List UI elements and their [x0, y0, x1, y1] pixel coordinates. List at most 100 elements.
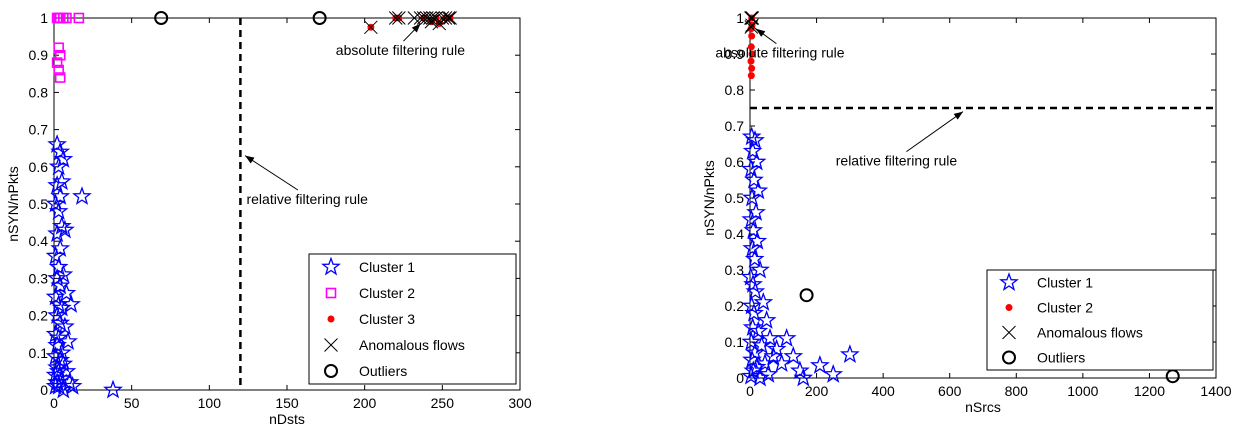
data-point	[753, 291, 774, 311]
data-point	[750, 259, 770, 279]
annotation-arrowhead	[953, 111, 964, 120]
y-tick-label: 0.1	[725, 334, 745, 350]
data-point	[742, 187, 762, 207]
legend-marker	[327, 315, 335, 323]
data-point	[748, 180, 769, 200]
series-cluster-1	[45, 134, 123, 399]
data-point	[48, 256, 69, 276]
y-tick-label: 0.2	[29, 308, 49, 324]
data-point	[742, 349, 762, 369]
data-point	[741, 331, 762, 351]
y-tick-label: 0.2	[725, 298, 745, 314]
x-tick-label: 400	[871, 383, 895, 399]
legend-marker	[1002, 325, 1016, 340]
y-tick-label: 0.4	[29, 233, 49, 249]
data-point	[748, 50, 756, 58]
x-tick-label: 150	[275, 395, 299, 411]
x-tick-label: 1400	[1200, 383, 1231, 399]
data-point	[823, 363, 844, 383]
annotation-label: absolute filtering rule	[336, 42, 465, 58]
data-point	[443, 11, 457, 25]
data-point	[783, 345, 804, 365]
data-point	[771, 353, 792, 373]
data-point	[750, 367, 770, 387]
data-point	[48, 156, 69, 176]
data-point	[751, 335, 772, 355]
y-tick-label: 0	[40, 382, 48, 398]
y-tick-label: 0.4	[725, 226, 745, 242]
data-point	[741, 209, 762, 229]
x-tick-label: 200	[353, 395, 377, 411]
annotation-arrowhead	[755, 28, 766, 37]
data-point	[435, 11, 450, 25]
data-point	[47, 305, 68, 325]
legend-marker	[1002, 350, 1016, 365]
legend-marker	[1005, 304, 1013, 311]
x-tick-label: 250	[431, 395, 455, 411]
y-tick-label: 0.9	[725, 46, 745, 62]
data-point	[766, 338, 787, 358]
data-point	[799, 288, 814, 303]
annotation-label: relative filtering rule	[836, 153, 958, 169]
legend-label: Cluster 3	[359, 311, 415, 327]
data-point	[103, 379, 123, 399]
legend-marker	[324, 338, 338, 352]
data-point	[745, 342, 765, 362]
data-point	[45, 245, 66, 265]
data-point	[747, 230, 768, 250]
y-tick-label: 0.3	[29, 270, 49, 286]
data-point	[45, 193, 66, 213]
x-tick-label: 300	[508, 395, 532, 411]
data-point	[45, 323, 66, 343]
data-point	[747, 43, 755, 51]
data-point	[54, 72, 66, 83]
legend-label: Cluster 2	[1037, 300, 1093, 316]
x-tick-label: 1000	[1067, 383, 1098, 399]
data-point	[154, 11, 169, 25]
data-point	[388, 11, 403, 25]
data-point	[755, 353, 775, 373]
data-point	[59, 372, 80, 391]
data-point	[756, 309, 777, 329]
legend-marker	[325, 287, 337, 299]
data-point	[745, 281, 766, 301]
data-point	[438, 11, 453, 25]
data-point	[50, 349, 71, 369]
series-anomalous-flows	[744, 11, 760, 34]
y-tick-label: 0.8	[29, 84, 49, 100]
y-tick-label: 0.7	[29, 122, 49, 138]
data-point	[746, 151, 767, 171]
data-point	[742, 237, 763, 257]
data-point	[58, 331, 78, 351]
data-point	[839, 344, 860, 364]
data-point	[47, 268, 68, 287]
data-point	[747, 72, 755, 80]
annotation-arrow	[244, 155, 299, 191]
data-point	[789, 360, 810, 380]
x-tick-label: 1200	[1134, 383, 1165, 399]
y-tick-label: 1	[736, 10, 744, 26]
legend-label: Cluster 1	[359, 259, 415, 275]
series-outliers	[154, 11, 327, 25]
annotation-arrowhead	[411, 23, 421, 33]
data-point	[744, 20, 759, 34]
legend-marker	[999, 272, 1019, 291]
legend-label: Anomalous flows	[1037, 325, 1143, 341]
annotation-label: absolute filtering rule	[715, 45, 844, 61]
y-axis-label: nSYN/nPkts	[5, 166, 21, 241]
data-point	[809, 355, 830, 374]
legend-label: Outliers	[359, 363, 407, 379]
data-point	[54, 49, 66, 61]
data-point	[45, 375, 66, 395]
data-point	[47, 175, 68, 194]
data-point	[51, 215, 72, 235]
data-point	[53, 149, 74, 168]
x-tick-label: 600	[938, 383, 962, 399]
data-point	[760, 327, 780, 347]
data-point	[748, 320, 769, 340]
y-tick-label: 1	[40, 10, 48, 26]
data-point	[746, 201, 766, 221]
data-point	[746, 356, 767, 376]
data-point	[391, 11, 406, 25]
